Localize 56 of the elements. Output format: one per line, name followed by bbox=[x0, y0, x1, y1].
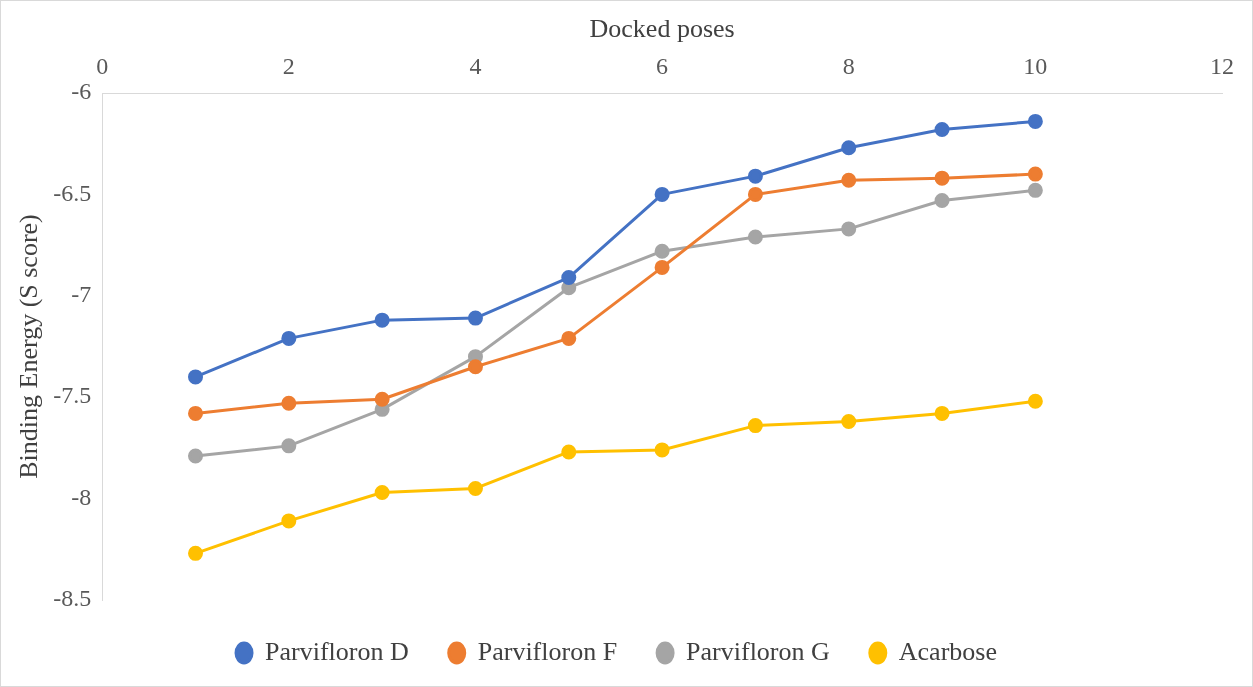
x-axis-title: Docked poses bbox=[589, 14, 735, 44]
point bbox=[1027, 113, 1043, 129]
y-axis-title: Binding Energy (S score) bbox=[14, 214, 44, 479]
point bbox=[281, 330, 297, 346]
point bbox=[841, 172, 857, 188]
point bbox=[281, 395, 297, 411]
point bbox=[467, 480, 483, 496]
point bbox=[841, 221, 857, 237]
point bbox=[561, 270, 577, 286]
y-tick-label: -7 bbox=[71, 281, 92, 308]
point bbox=[188, 369, 204, 385]
point bbox=[1027, 182, 1043, 198]
x-tick-label: 6 bbox=[656, 52, 669, 79]
point bbox=[747, 418, 763, 434]
legend-label: Parvifloron F bbox=[477, 636, 618, 666]
x-tick-label: 4 bbox=[469, 52, 482, 79]
point bbox=[654, 259, 670, 275]
point bbox=[374, 312, 390, 328]
point bbox=[934, 192, 950, 208]
point bbox=[654, 442, 670, 458]
x-tick-label: 0 bbox=[96, 52, 109, 79]
point bbox=[1027, 166, 1043, 182]
y-tick-label: -7.5 bbox=[53, 382, 92, 409]
y-tick-label: -8.5 bbox=[53, 585, 92, 612]
x-tick-label: 12 bbox=[1210, 52, 1234, 79]
point bbox=[747, 229, 763, 245]
legend-label: Acarbose bbox=[898, 636, 997, 666]
point bbox=[188, 545, 204, 561]
x-tick-label: 2 bbox=[282, 52, 295, 79]
point bbox=[281, 438, 297, 454]
y-tick-label: -6.5 bbox=[53, 179, 92, 206]
legend-label: Parvifloron G bbox=[686, 636, 830, 666]
point bbox=[934, 122, 950, 137]
point bbox=[841, 414, 857, 430]
x-tick-label: 8 bbox=[842, 52, 855, 79]
y-tick-label: -6 bbox=[71, 78, 92, 105]
point bbox=[654, 186, 670, 202]
legend-label: Parvifloron D bbox=[265, 636, 409, 666]
point bbox=[188, 405, 204, 421]
point bbox=[188, 448, 204, 464]
point bbox=[1027, 393, 1043, 409]
x-tick-label: 10 bbox=[1023, 52, 1048, 79]
point bbox=[654, 243, 670, 259]
y-tick-label: -8 bbox=[71, 483, 92, 510]
point bbox=[281, 513, 297, 529]
point bbox=[841, 140, 857, 156]
point bbox=[467, 359, 483, 375]
point bbox=[934, 170, 950, 186]
point bbox=[561, 444, 577, 460]
point bbox=[747, 168, 763, 184]
point bbox=[374, 485, 390, 501]
point bbox=[934, 405, 950, 421]
point bbox=[467, 310, 483, 326]
point bbox=[561, 330, 577, 346]
point bbox=[374, 391, 390, 407]
point bbox=[747, 186, 763, 202]
